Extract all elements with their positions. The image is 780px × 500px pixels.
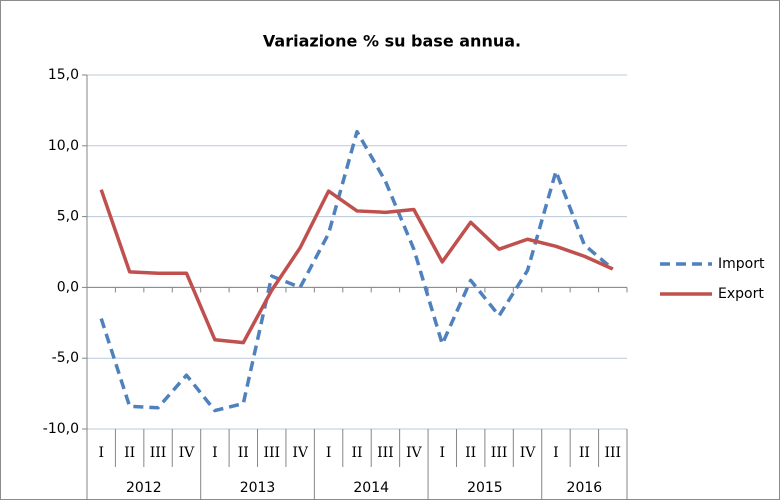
chart-title: Variazione % su base annua. (263, 32, 521, 51)
x-tick-label: I (439, 445, 445, 461)
y-tick-label: 10,0 (48, 138, 79, 154)
x-tick-label: II (124, 445, 135, 461)
x-tick-label: IV (292, 445, 309, 461)
x-tick-label: III (377, 445, 394, 461)
x-tick-label: II (351, 445, 362, 461)
y-tick-label: 5,0 (57, 209, 79, 225)
y-tick-label: -10,0 (43, 421, 79, 437)
y-tick-label: 15,0 (48, 67, 79, 83)
x-tick-label: IV (179, 445, 196, 461)
x-group-label: 2016 (567, 480, 603, 496)
x-tick-label: I (212, 445, 218, 461)
x-tick-label: I (326, 445, 332, 461)
x-tick-label: I (98, 445, 104, 461)
x-group-label: 2014 (353, 480, 389, 496)
legend-label: Export (718, 286, 764, 302)
x-group-label: 2013 (240, 480, 276, 496)
y-tick-label: -5,0 (52, 350, 79, 366)
x-tick-label: I (553, 445, 559, 461)
x-tick-label: IV (520, 445, 537, 461)
x-tick-label: III (150, 445, 167, 461)
x-tick-label: II (465, 445, 476, 461)
x-group-label: 2015 (467, 480, 503, 496)
y-tick-label: 0,0 (57, 279, 79, 295)
x-group-label: 2012 (126, 480, 162, 496)
x-tick-label: II (579, 445, 590, 461)
series-line (99, 189, 614, 345)
legend-label: Import (718, 256, 765, 272)
x-tick-label: II (238, 445, 249, 461)
x-tick-label: III (491, 445, 508, 461)
series-line (99, 129, 614, 413)
x-tick-label: III (604, 445, 621, 461)
x-tick-label: III (263, 445, 280, 461)
x-tick-label: IV (406, 445, 423, 461)
